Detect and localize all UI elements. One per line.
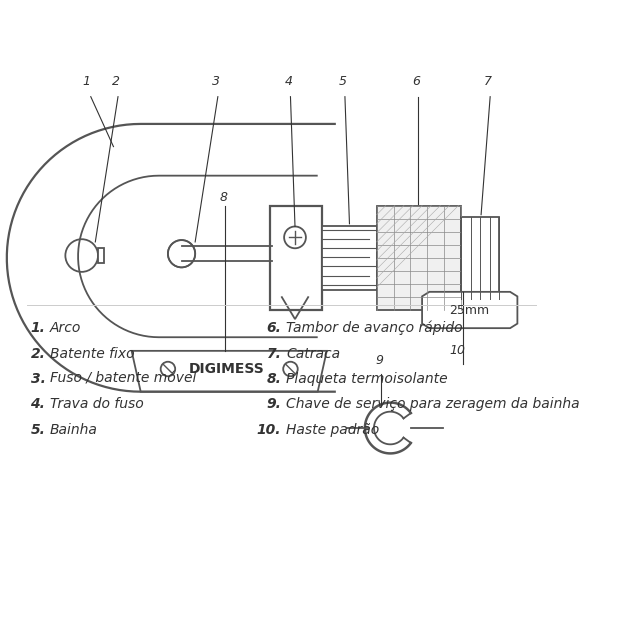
- Polygon shape: [461, 216, 499, 299]
- Text: Arco: Arco: [50, 321, 81, 335]
- Text: 9.: 9.: [267, 397, 281, 412]
- Text: Bainha: Bainha: [50, 423, 98, 437]
- Text: Batente fixo: Batente fixo: [50, 347, 135, 361]
- Text: Plaqueta termoisolante: Plaqueta termoisolante: [286, 372, 448, 386]
- Text: 9: 9: [376, 354, 383, 367]
- Text: 25mm: 25mm: [450, 304, 489, 316]
- Text: 5.: 5.: [30, 423, 45, 437]
- Text: 6: 6: [412, 74, 420, 87]
- Text: 10.: 10.: [257, 423, 281, 437]
- Polygon shape: [377, 206, 461, 310]
- Text: Haste padrão: Haste padrão: [286, 423, 379, 437]
- Text: 10: 10: [450, 344, 466, 357]
- Text: 7: 7: [484, 74, 492, 87]
- Text: Tambor de avanço rápido: Tambor de avanço rápido: [286, 321, 463, 335]
- Text: 7.: 7.: [267, 347, 281, 361]
- Text: 6.: 6.: [267, 321, 281, 335]
- Circle shape: [169, 241, 194, 267]
- Polygon shape: [98, 248, 104, 263]
- Text: 4.: 4.: [30, 397, 45, 412]
- Text: 5: 5: [339, 74, 347, 87]
- Text: 2: 2: [112, 74, 120, 87]
- Text: 1.: 1.: [30, 321, 45, 335]
- Polygon shape: [322, 226, 377, 290]
- Text: 2.: 2.: [30, 347, 45, 361]
- Text: 8.: 8.: [267, 372, 281, 386]
- Text: 1: 1: [82, 74, 91, 87]
- Text: Catraca: Catraca: [286, 347, 340, 361]
- Text: 8: 8: [219, 191, 228, 204]
- Polygon shape: [270, 206, 322, 310]
- Text: DIGIMESS: DIGIMESS: [189, 362, 265, 376]
- Polygon shape: [422, 292, 517, 328]
- Text: Fuso / batente móvel: Fuso / batente móvel: [50, 372, 197, 386]
- Text: Chave de serviço para zeragem da bainha: Chave de serviço para zeragem da bainha: [286, 397, 580, 412]
- Text: 3: 3: [212, 74, 220, 87]
- Text: 4: 4: [285, 74, 293, 87]
- Text: Trava do fuso: Trava do fuso: [50, 397, 144, 412]
- Text: 3.: 3.: [30, 372, 45, 386]
